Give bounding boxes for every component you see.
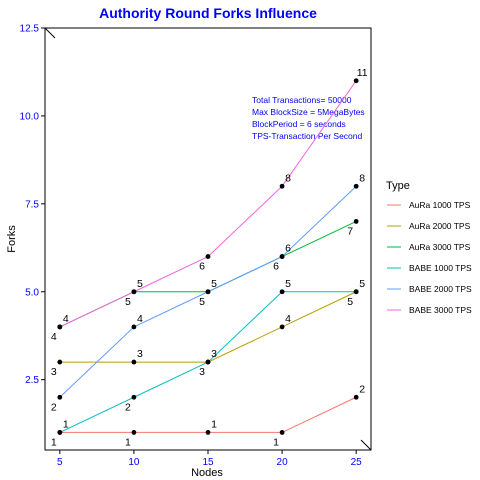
data-label: 5 [347, 296, 353, 308]
data-label: 5 [125, 296, 131, 308]
data-label: 4 [285, 313, 291, 325]
x-tick-label: 25 [351, 457, 363, 468]
data-label: 5 [285, 278, 291, 290]
data-label: 6 [285, 243, 291, 255]
y-tick-label: 12.5 [20, 24, 40, 35]
annotation-max-blocksize: Max BlockSize = 5MegaBytes [252, 107, 365, 117]
plot-panel [44, 27, 372, 451]
panel-corner-mark-top [44, 27, 56, 39]
data-label: 1 [51, 436, 57, 448]
series-points [57, 78, 359, 435]
data-point [279, 289, 285, 295]
x-axis: 5 10 15 20 25 [57, 450, 362, 468]
data-point [279, 430, 285, 435]
legend-entry: AuRa 3000 TPS [409, 242, 471, 252]
data-point [131, 324, 137, 330]
data-label: 3 [199, 366, 205, 378]
y-tick-label: 10.0 [20, 111, 40, 122]
data-point [205, 289, 211, 295]
data-label: 1 [211, 418, 217, 430]
legend-entry: BABE 2000 TPS [409, 284, 472, 294]
data-point [57, 359, 63, 365]
data-label: 8 [359, 172, 365, 184]
data-point [353, 289, 359, 295]
data-point [57, 430, 63, 435]
legend-entry: BABE 1000 TPS [409, 263, 472, 273]
data-label: 6 [199, 261, 205, 273]
data-label: 8 [285, 172, 291, 184]
legend-title: Type [386, 180, 410, 192]
data-point [353, 78, 359, 84]
legend-entry: AuRa 2000 TPS [409, 221, 471, 231]
data-label: 5 [137, 278, 143, 290]
data-label: 6 [273, 261, 279, 273]
data-label: 7 [347, 225, 353, 237]
y-axis: 2.5 5.0 7.5 10.0 12.5 [20, 24, 45, 386]
annotation-box: Total Transactions= 50000 Max BlockSize … [252, 95, 365, 141]
y-tick-label: 2.5 [25, 375, 39, 386]
data-label: 2 [359, 383, 365, 395]
data-point [279, 254, 285, 259]
y-tick-label: 7.5 [25, 199, 39, 210]
data-point [131, 289, 137, 295]
x-tick-label: 20 [277, 457, 289, 468]
data-label: 2 [125, 401, 131, 413]
data-point [353, 394, 359, 400]
y-tick-label: 5.0 [25, 287, 39, 298]
data-point [131, 359, 137, 365]
data-label: 4 [63, 313, 69, 325]
data-label: 5 [199, 296, 205, 308]
data-label: 3 [51, 366, 57, 378]
data-label: 5 [211, 278, 217, 290]
data-point [131, 394, 137, 400]
annotation-total-transactions: Total Transactions= 50000 [252, 95, 352, 105]
data-point [57, 394, 63, 400]
annotation-tps-definition: TPS-Transaction Per Second [252, 131, 363, 141]
data-label: 2 [51, 401, 57, 413]
x-tick-label: 5 [57, 457, 63, 468]
data-label: 5 [359, 278, 365, 290]
data-label: 1 [63, 418, 69, 430]
data-point [279, 183, 285, 189]
data-label: 4 [51, 331, 57, 343]
legend: Type AuRa 1000 TPS AuRa 2000 TPS AuRa 3000… [386, 180, 472, 315]
data-label: 3 [137, 348, 143, 360]
data-label: 3 [211, 348, 217, 360]
x-tick-label: 15 [202, 457, 214, 468]
data-point [205, 430, 211, 435]
x-axis-label: Nodes [191, 467, 223, 479]
data-point [279, 324, 285, 330]
data-point [353, 219, 359, 224]
data-point [131, 430, 137, 435]
data-label: 1 [273, 436, 279, 448]
data-point [205, 254, 211, 259]
y-axis-label: Forks [6, 225, 18, 253]
annotation-block-period: BlockPeriod = 6 seconds [252, 119, 346, 129]
data-point [57, 324, 63, 330]
data-label: 4 [137, 313, 143, 325]
data-label: 1 [125, 436, 131, 448]
data-label: 11 [357, 67, 368, 79]
legend-entry: AuRa 1000 TPS [409, 200, 471, 210]
legend-entry: BABE 3000 TPS [409, 305, 472, 315]
data-point [353, 183, 359, 189]
data-point [205, 359, 211, 365]
panel-corner-mark-bottom [360, 439, 372, 451]
x-tick-label: 10 [128, 457, 140, 468]
chart-title: Authority Round Forks Influence [99, 5, 317, 21]
